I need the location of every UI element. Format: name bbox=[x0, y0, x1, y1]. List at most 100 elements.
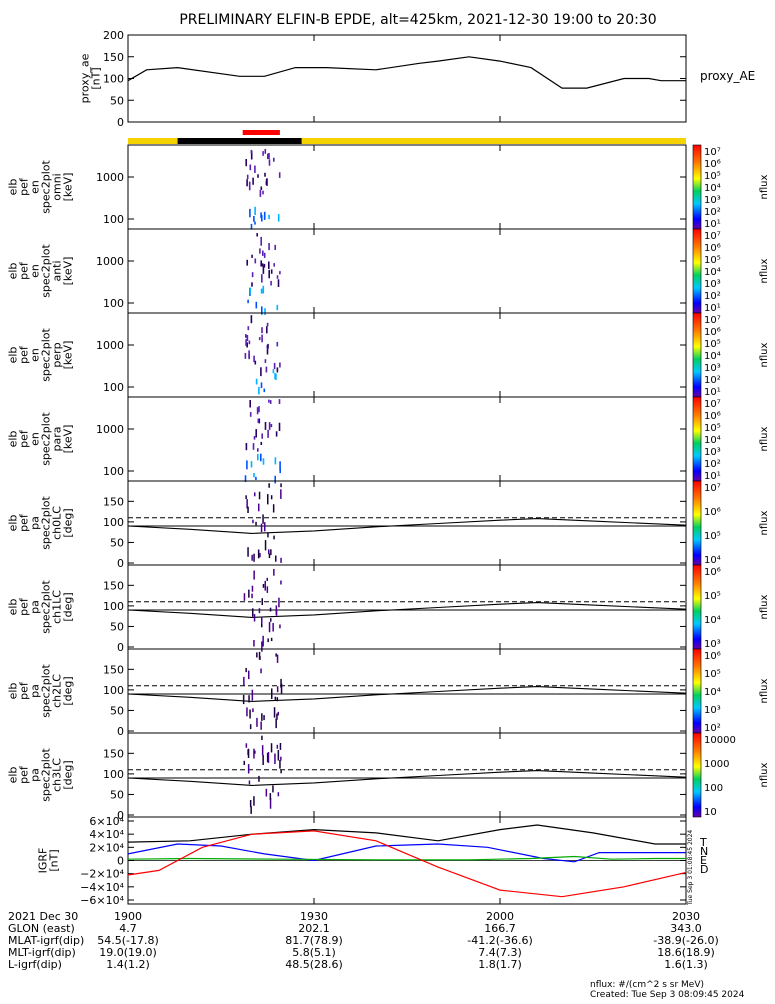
pitch-panel-ylabel-line: pef bbox=[18, 597, 31, 616]
spectrogram-cell bbox=[274, 373, 276, 380]
spectrogram-cell bbox=[261, 215, 263, 222]
orbit-bar-segment bbox=[128, 138, 686, 144]
colorbar-tick-label: 10⁶ bbox=[704, 243, 721, 254]
spectrogram-cell bbox=[280, 756, 282, 761]
colorbar-tick-label: 10² bbox=[704, 459, 721, 470]
spectrogram-cell bbox=[277, 214, 280, 222]
spectrogram-cell bbox=[262, 285, 265, 294]
spectrogram-cell bbox=[279, 461, 281, 470]
spectrogram-cell bbox=[258, 651, 261, 660]
energy-panel-ylabel-line: elb bbox=[7, 263, 20, 280]
spectrogram-cell bbox=[278, 597, 280, 608]
spectrogram-cell bbox=[253, 640, 255, 647]
pitch-ytick-label: 150 bbox=[103, 495, 124, 508]
colorbar-strip bbox=[692, 480, 702, 566]
footer-ephemeris: 2021 Dec 30 1900 1930 2000 2030 GLON (east) 4.… bbox=[8, 910, 719, 971]
spectrogram-cell bbox=[273, 568, 275, 576]
bfield-ylabel: IGRF[nT] bbox=[37, 848, 61, 874]
spectrogram-cell bbox=[280, 483, 282, 488]
spectrogram-cell bbox=[279, 624, 281, 629]
spectrogram-cell bbox=[268, 214, 270, 220]
colorbar-tick-label: 10⁴ bbox=[704, 555, 721, 566]
spectrogram-cell bbox=[248, 181, 251, 191]
pitch-panel: 150 100 50 0 elbpefpaspec2plotch0LC[deg] bbox=[7, 480, 687, 570]
pitch-panel: 150 100 50 0 elbpefpaspec2plotch2LC[deg] bbox=[7, 648, 687, 738]
colorbar-tick-label: 10⁴ bbox=[704, 435, 721, 446]
spectrogram-cell bbox=[246, 174, 249, 180]
igrf-E-line bbox=[127, 855, 686, 861]
energy-panel-ylabel: elbpefenspec2plotpara[keV] bbox=[7, 412, 75, 466]
colorbar-strip bbox=[692, 732, 702, 818]
spectrogram-cell bbox=[261, 274, 263, 283]
spectrogram-cell bbox=[271, 688, 273, 699]
bfield-ytick-label: 6×10⁴ bbox=[89, 815, 124, 828]
bfield-ytick-label: 0 bbox=[117, 855, 124, 868]
colorbar-tick-label: 10000 bbox=[704, 735, 736, 746]
energy-panel-ylabel-line: spec2plot bbox=[40, 328, 53, 382]
spectrogram-cell bbox=[276, 686, 279, 693]
spectrogram-cell bbox=[248, 589, 250, 598]
spectrogram-cell bbox=[261, 433, 263, 439]
spectrogram-cell bbox=[249, 208, 251, 218]
spectrogram-cell bbox=[264, 308, 266, 315]
footer-value: 2000 bbox=[486, 910, 514, 923]
footer-value: 1930 bbox=[300, 910, 328, 923]
spectrogram-cell bbox=[246, 179, 248, 187]
spectrogram-cell bbox=[254, 750, 256, 754]
energy-panel: 1000 100 elbpefenspec2plotomni[keV] bbox=[7, 144, 687, 230]
footer-row-label: GLON (east) bbox=[8, 922, 75, 935]
spectrogram-cell bbox=[251, 585, 254, 592]
spectrogram-cell bbox=[246, 499, 248, 509]
spectrogram-cell bbox=[260, 453, 262, 462]
spectrogram-cell bbox=[250, 315, 253, 324]
spectrogram-cell bbox=[268, 553, 271, 559]
energy-panel-ylabel-line: en bbox=[29, 180, 42, 194]
spectrogram-cell bbox=[263, 211, 266, 220]
spectrogram-cell bbox=[276, 697, 279, 702]
spectrogram-cell bbox=[258, 503, 260, 512]
spectrogram-cell bbox=[270, 269, 273, 274]
colorbars: 10⁷10⁶10⁵10⁴10³10²10¹nflux10⁷10⁶10⁵10⁴10… bbox=[692, 144, 770, 818]
footer-row-label: MLT-igrf(dip) bbox=[8, 946, 76, 959]
spectrogram-cell bbox=[278, 172, 281, 178]
spectrogram-cell bbox=[263, 263, 266, 268]
spectrogram-cell bbox=[279, 760, 281, 769]
footer-value: 81.7(78.9) bbox=[285, 934, 343, 947]
spectrogram-cell bbox=[251, 282, 253, 287]
spectrogram-cell bbox=[261, 334, 263, 343]
energy-spectra-panels: 1000100elbpefenspec2plotomni[keV]1000100… bbox=[7, 144, 687, 484]
orbit-bar-segment bbox=[177, 138, 302, 144]
spectrogram-cell bbox=[245, 443, 248, 451]
footer-value: 343.0 bbox=[670, 922, 702, 935]
energy-panel-ylabel-line: [keV] bbox=[62, 341, 75, 370]
pitch-panel-ylabel-line: pef bbox=[18, 513, 31, 532]
colorbar-tick-label: 10⁵ bbox=[704, 591, 721, 602]
spectrogram-cell bbox=[269, 400, 272, 404]
spectrogram-cell bbox=[264, 580, 266, 591]
bfield-legend-T: T bbox=[699, 836, 707, 849]
spectrogram-cell bbox=[276, 275, 279, 279]
spectrogram-cell bbox=[249, 400, 251, 408]
spectrogram-cell bbox=[278, 422, 281, 431]
colorbar-tick-label: 10³ bbox=[704, 447, 721, 458]
energy-panel-ylabel-line: pef bbox=[18, 177, 31, 196]
spectrogram-cell bbox=[265, 788, 268, 797]
spectrogram-cell bbox=[252, 708, 254, 713]
colorbar-tick-label: 10⁴ bbox=[704, 687, 721, 698]
pitch-ytick-label: 150 bbox=[103, 747, 124, 760]
energy-panel-ylabel: elbpefenspec2plotanti[keV] bbox=[7, 244, 75, 298]
bfield-side-stamp: Tue Sep 3 01:08:45 2024 bbox=[687, 830, 694, 906]
spectrogram-cell bbox=[249, 412, 252, 417]
proxy-ae-ytick-label: 100 bbox=[103, 73, 124, 86]
pitch-panel-ylabel-line: elb bbox=[7, 767, 20, 784]
spectrogram-cell bbox=[245, 495, 247, 500]
plot-title: PRELIMINARY ELFIN-B EPDE, alt=425km, 202… bbox=[179, 12, 656, 28]
pitch-panel-frame bbox=[127, 564, 687, 650]
colorbar-tick-label: 10³ bbox=[704, 705, 721, 716]
energy-panel-ylabel-line: para bbox=[51, 427, 64, 452]
spectrogram-cell bbox=[258, 491, 261, 500]
spectrogram-cell bbox=[277, 711, 279, 716]
spectrogram-cell bbox=[268, 399, 270, 403]
colorbar-tick-label: 10⁵ bbox=[704, 423, 721, 434]
energy-ytick-label: 1000 bbox=[96, 255, 124, 268]
